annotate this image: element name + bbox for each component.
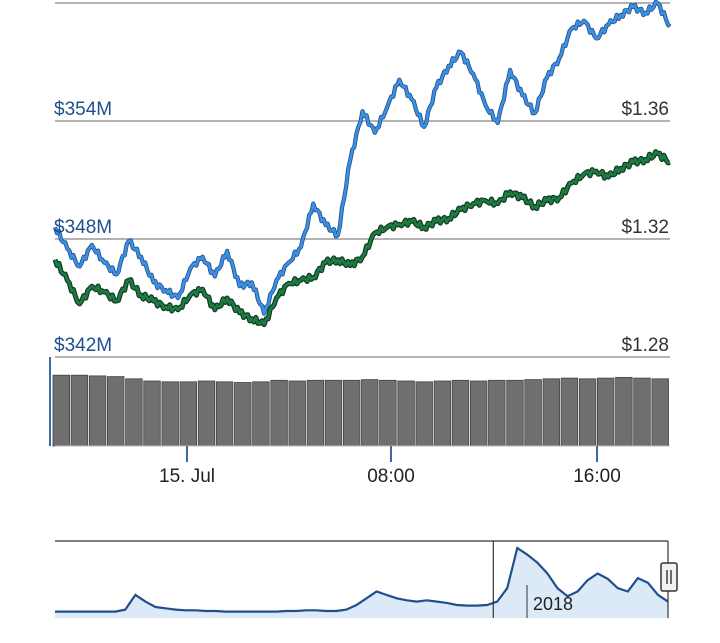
volume-bar (324, 379, 343, 447)
volume-bar (125, 378, 143, 447)
volume-bar (161, 381, 179, 447)
left-axis-labels: $354M $348M $342M (54, 99, 112, 356)
navigator-line (55, 546, 669, 613)
volume-bar (415, 381, 433, 447)
left-tick-label: $342M (54, 335, 112, 356)
navigator-area (55, 548, 668, 618)
volume-bar (342, 379, 361, 447)
volume-bar (179, 381, 198, 447)
volume-bar (633, 377, 651, 447)
volume-bar (451, 379, 470, 447)
range-navigator[interactable]: 2018 (55, 540, 678, 618)
volume-bar (379, 379, 397, 447)
series-line (53, 0, 671, 315)
volume-bars (49, 357, 669, 447)
volume-bar (542, 378, 561, 447)
volume-bar (107, 376, 125, 447)
left-tick-label: $354M (54, 99, 112, 120)
right-tick-label: $1.28 (621, 335, 669, 356)
volume-bar (52, 374, 71, 447)
right-tick-label: $1.36 (621, 99, 669, 120)
volume-bar (397, 380, 415, 447)
volume-bar (524, 379, 542, 447)
volume-bar (506, 379, 524, 447)
volume-bar (560, 377, 579, 447)
chart-series (52, 0, 672, 328)
volume-bar (361, 379, 379, 447)
time-tick-label: 08:00 (367, 466, 415, 487)
navigator-year-label: 2018 (533, 594, 573, 614)
navigator-handle[interactable] (660, 562, 678, 592)
volume-bar (143, 380, 161, 447)
volume-bar (651, 378, 669, 447)
volume-bar (270, 379, 288, 447)
volume-bar (433, 380, 452, 447)
volume-bar (578, 378, 597, 447)
time-tick-label: 16:00 (573, 466, 621, 487)
volume-bar (306, 379, 325, 447)
volume-bar (197, 380, 216, 447)
volume-bar (88, 375, 107, 447)
time-tick-label: 15. Jul (159, 466, 215, 487)
series-line (53, 150, 671, 326)
volume-bar (70, 374, 89, 447)
volume-bar (615, 376, 633, 447)
volume-bar (597, 377, 615, 447)
volume-bar (234, 382, 252, 447)
volume-bar (215, 381, 234, 447)
right-axis-labels: $1.36 $1.32 $1.28 (621, 99, 669, 356)
left-tick-label: $348M (54, 217, 112, 238)
volume-bar (252, 381, 270, 447)
right-tick-label: $1.32 (621, 217, 669, 238)
time-axis: 15. Jul 08:00 16:00 (55, 445, 670, 487)
volume-bar (288, 380, 306, 447)
chart-grid (55, 2, 670, 358)
volume-bar (469, 380, 488, 447)
volume-bar (488, 379, 506, 447)
